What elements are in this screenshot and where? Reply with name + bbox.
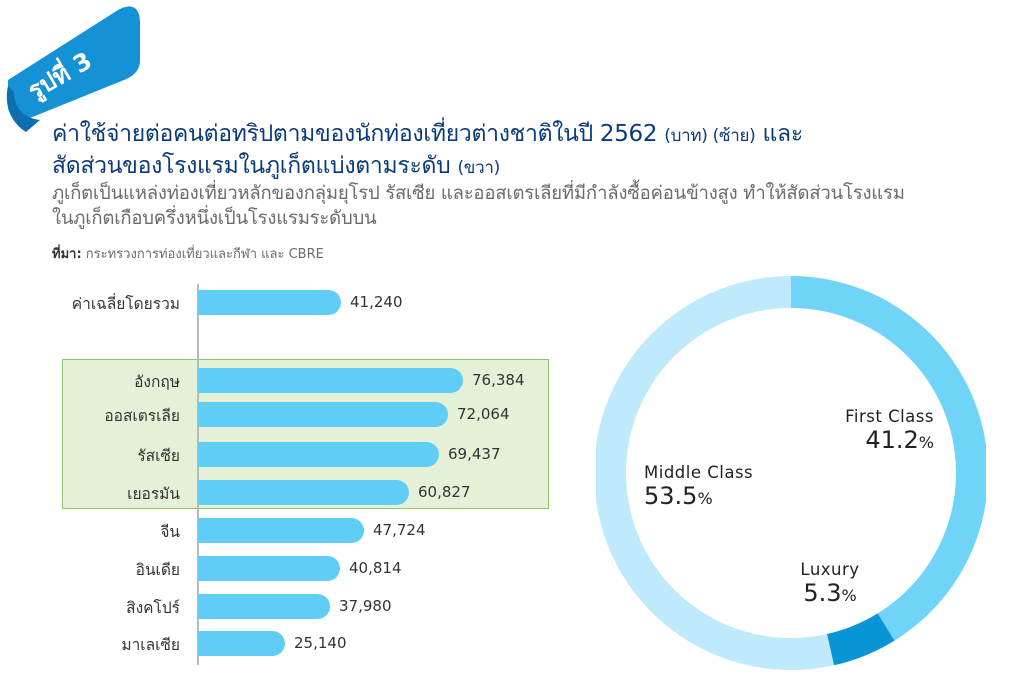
chart-subtitle: ภูเก็ตเป็นแหล่งท่องเที่ยวหลักของกลุ่มยุโ… — [52, 183, 905, 229]
value-label: 76,384 — [472, 371, 525, 389]
bar — [198, 402, 448, 427]
figure-ribbon: รูปที่ 3 — [6, 6, 140, 132]
value-label: 47,724 — [373, 521, 426, 539]
category-label: เยอรมัน — [127, 485, 180, 503]
bar — [198, 368, 463, 393]
category-label: ออสเตรเลีย — [104, 407, 180, 425]
category-label: อังกฤษ — [134, 373, 180, 391]
category-label: สิงคโปร์ — [126, 599, 180, 617]
slice-first-class — [791, 276, 986, 641]
value-label: 40,814 — [349, 559, 402, 577]
category-label: ค่าเฉลี่ยโดยรวม — [71, 295, 180, 313]
bar — [198, 442, 439, 467]
value-label: 41,240 — [350, 293, 403, 311]
slice-middle-class — [596, 276, 834, 670]
bar — [198, 631, 285, 656]
bar — [198, 290, 341, 315]
category-label: จีน — [160, 523, 180, 541]
label-luxury: Luxury 5.3% — [800, 560, 860, 607]
bar — [198, 480, 409, 505]
value-label: 60,827 — [418, 483, 471, 501]
label-first-class: First Class 41.2% — [845, 407, 934, 454]
value-label: 37,980 — [339, 597, 392, 615]
bar — [198, 556, 340, 581]
value-label: 72,064 — [457, 405, 510, 423]
category-label: มาเลเซีย — [121, 636, 180, 654]
label-middle-class: Middle Class 53.5% — [644, 463, 754, 510]
value-label: 69,437 — [448, 445, 501, 463]
value-label: 25,140 — [294, 634, 347, 652]
category-label: อินเดีย — [135, 561, 180, 579]
source-note: ที่มา: กระทรวงการท่องเที่ยวและกีฬา และ C… — [52, 247, 324, 262]
category-label: รัสเซีย — [137, 447, 180, 465]
chart-title: ค่าใช้จ่ายต่อคนต่อทริปตามของนักท่องเที่ย… — [52, 121, 803, 179]
bar-axis-line — [197, 284, 199, 665]
bar — [198, 594, 330, 619]
slice-luxury — [826, 613, 895, 666]
donut-chart — [596, 276, 986, 670]
bar — [198, 518, 364, 543]
